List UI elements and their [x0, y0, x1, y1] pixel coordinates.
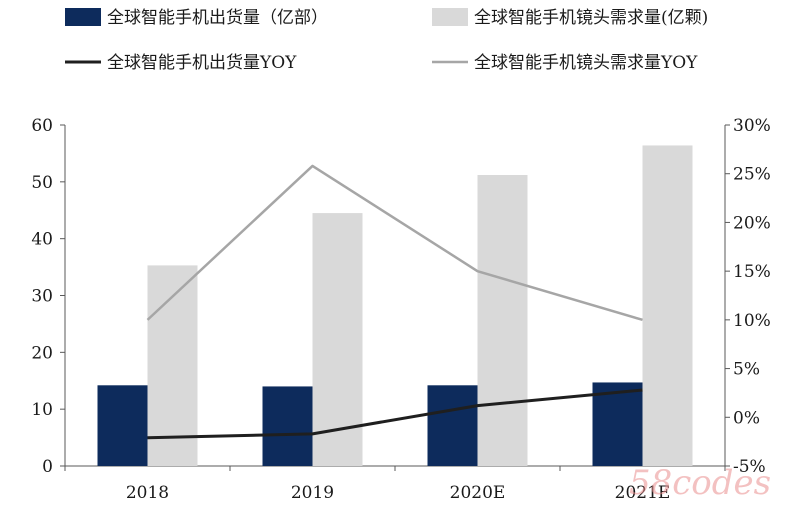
- series-line: [147, 388, 643, 440]
- bar: [427, 385, 478, 466]
- legend-label: 全球智能手机出货量（亿部）: [107, 8, 328, 28]
- y-right-tick-label: 15%: [733, 262, 771, 282]
- y-left-tick-label: 30: [31, 287, 53, 307]
- legend-label: 全球智能手机镜头需求量YOY: [474, 53, 698, 73]
- bar: [262, 386, 313, 466]
- y-right-tick-label: 10%: [733, 311, 771, 331]
- x-tick-label: 2021E: [615, 483, 671, 503]
- x-tick-label: 2019: [291, 483, 334, 503]
- y-right-tick-label: -5%: [733, 457, 766, 477]
- bar: [312, 213, 363, 466]
- x-tick-label: 2018: [126, 483, 169, 503]
- y-right-tick-label: 25%: [733, 165, 771, 185]
- bar: [147, 265, 198, 466]
- bar: [477, 175, 528, 466]
- lines: [146, 164, 643, 440]
- y-left-tick-label: 20: [31, 343, 53, 363]
- y-left-tick-label: 10: [31, 400, 53, 420]
- legend-swatch: [65, 8, 101, 26]
- watermark-text: 58codes: [629, 463, 771, 503]
- y-right-tick-label: 30%: [733, 116, 771, 136]
- y-left-tick-label: 60: [31, 116, 53, 136]
- bars: [97, 145, 693, 466]
- tick-labels: 0 10 20 30 40 50 60 -5% 0% 5% 10% 15% 20% 25% 30% 2018 2…: [31, 116, 770, 503]
- bar: [97, 385, 148, 466]
- y-left-tick-label: 0: [42, 457, 53, 477]
- legend: 全球智能手机出货量（亿部） 全球智能手机镜头需求量(亿颗) 全球智能手机出货量YOY…: [65, 8, 708, 73]
- y-right-tick-label: 20%: [733, 213, 771, 233]
- bar: [592, 382, 643, 466]
- legend-swatch: [432, 8, 468, 26]
- legend-label: 全球智能手机镜头需求量(亿颗): [474, 8, 708, 28]
- bar: [642, 145, 693, 466]
- y-right-tick-label: 5%: [733, 360, 760, 380]
- x-tick-label: 2020E: [450, 483, 506, 503]
- y-right-tick-label: 0%: [733, 408, 760, 428]
- series-line: [146, 164, 643, 322]
- y-left-tick-label: 40: [31, 230, 53, 250]
- legend-label: 全球智能手机出货量YOY: [107, 53, 297, 73]
- y-left-tick-label: 50: [31, 173, 53, 193]
